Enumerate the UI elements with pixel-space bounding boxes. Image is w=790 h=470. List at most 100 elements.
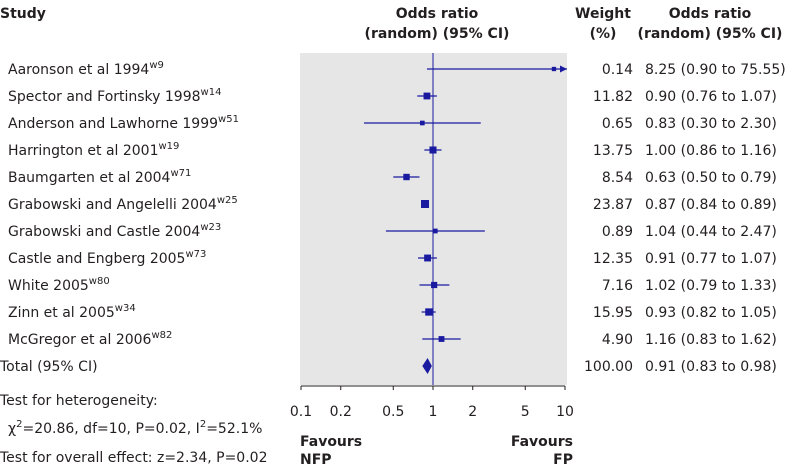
axis-tick-label: 0.5: [382, 404, 404, 420]
study-ci-text: 8.25 (0.90 to 75.55): [645, 62, 786, 78]
study-label: White 2005: [8, 278, 89, 294]
study-name: Spector and Fortinsky 1998w14: [8, 87, 221, 105]
study-ci-text: 1.00 (0.86 to 1.16): [645, 143, 777, 159]
axis-tick-label: 0.2: [330, 404, 352, 420]
header-weight-line1: Weight: [575, 6, 631, 22]
plot-marks: [363, 53, 567, 385]
study-weight: 23.87: [593, 197, 633, 213]
point-estimate: [429, 146, 437, 154]
favours-left-line2: NFP: [300, 452, 332, 468]
favours-right-line2: FP: [553, 452, 573, 468]
header-or-plot-line1: Odds ratio: [396, 6, 479, 22]
study-label: Castle and Engberg 2005: [8, 251, 185, 267]
study-name: Grabowski and Castle 2004w23: [8, 222, 221, 240]
axis-tick-label: 2: [468, 404, 477, 420]
study-label: Anderson and Lawhorne 1999: [8, 116, 218, 132]
chi-symbol: χ: [8, 421, 16, 437]
header-weight-line2: (%): [590, 26, 617, 42]
study-label: Zinn et al 2005: [8, 305, 115, 321]
axis-tick-label: 10: [556, 404, 574, 420]
ci-arrow: [560, 65, 567, 73]
study-weight: 15.95: [593, 305, 633, 321]
study-name: White 2005w80: [8, 276, 110, 294]
study-label: Baumgarten et al 2004: [8, 170, 171, 186]
study-ref: w82: [151, 330, 172, 341]
total-label: Total (95% CI): [0, 359, 98, 375]
study-ci-text: 0.63 (0.50 to 0.79): [645, 170, 777, 186]
chi-values: =20.86, df=10, P=0.02, I: [22, 421, 199, 437]
study-ref: w73: [185, 249, 206, 260]
study-label: Spector and Fortinsky 1998: [8, 89, 201, 105]
study-name: Harrington et al 2001w19: [8, 141, 179, 159]
study-ref: w9: [149, 60, 164, 71]
total-weight: 100.00: [584, 359, 633, 375]
heterogeneity-stats: χ2=20.86, df=10, P=0.02, I2=52.1%: [8, 419, 262, 437]
header-study: Study: [0, 6, 46, 22]
study-ci-text: 1.16 (0.83 to 1.62): [645, 332, 777, 348]
study-ci-text: 0.87 (0.84 to 0.89): [645, 197, 777, 213]
header-or-text-line2: (random) (95% CI): [638, 26, 783, 42]
point-estimate: [403, 173, 410, 181]
study-rows: Aaronson et al 1994w9 0.14 8.25 (0.90 to 7…: [0, 60, 786, 375]
point-estimate: [431, 281, 438, 289]
study-weight: 12.35: [593, 251, 633, 267]
study-ref: w51: [218, 114, 239, 125]
study-ci-text: 1.04 (0.44 to 2.47): [645, 224, 777, 240]
study-ref: w19: [159, 141, 180, 152]
overall-effect: Test for overall effect: z=2.34, P=0.02: [0, 450, 267, 466]
study-ref: w71: [170, 168, 191, 179]
study-name: Grabowski and Angelelli 2004w25: [8, 195, 238, 213]
point-estimate: [421, 200, 430, 208]
study-name: Baumgarten et al 2004w71: [8, 168, 191, 186]
point-estimate: [432, 228, 438, 234]
study-weight: 8.54: [602, 170, 633, 186]
study-label: Aaronson et al 1994: [8, 62, 149, 78]
point-estimate: [424, 254, 432, 262]
x-axis: 0.1 0.2 0.5 1 2 5 10: [290, 385, 574, 420]
favours-left-line1: Favours: [300, 434, 362, 450]
study-weight: 7.16: [602, 278, 633, 294]
study-name: McGregor et al 2006w82: [8, 330, 172, 348]
study-ref: w80: [89, 276, 110, 287]
study-weight: 0.89: [602, 224, 633, 240]
study-ci-text: 0.83 (0.30 to 2.30): [645, 116, 777, 132]
study-ci-text: 0.90 (0.76 to 1.07): [645, 89, 777, 105]
study-label: Harrington et al 2001: [8, 143, 159, 159]
study-ci-text: 1.02 (0.79 to 1.33): [645, 278, 777, 294]
study-weight: 4.90: [602, 332, 633, 348]
i-superscript: 2: [200, 419, 206, 430]
point-estimate: [551, 66, 557, 72]
chi-superscript: 2: [16, 419, 22, 430]
study-name: Zinn et al 2005w34: [8, 303, 136, 321]
point-estimate: [438, 336, 445, 342]
study-ref: w23: [200, 222, 221, 233]
favours-right-line1: Favours: [511, 434, 573, 450]
point-estimate: [419, 120, 425, 126]
header-or-plot-line2: (random) (95% CI): [365, 26, 510, 42]
study-weight: 13.75: [593, 143, 633, 159]
study-weight: 11.82: [593, 89, 633, 105]
axis-tick-label: 5: [521, 404, 530, 420]
total-diamond: [422, 358, 432, 374]
axis-tick-label: 0.1: [290, 404, 312, 420]
study-ref: w14: [201, 87, 222, 98]
study-name: Aaronson et al 1994w9: [8, 60, 164, 78]
study-ref: w25: [217, 195, 238, 206]
study-label: Grabowski and Castle 2004: [8, 224, 200, 240]
study-label: Grabowski and Angelelli 2004: [8, 197, 217, 213]
study-ci-text: 0.93 (0.82 to 1.05): [645, 305, 777, 321]
study-weight: 0.65: [602, 116, 633, 132]
study-name: Castle and Engberg 2005w73: [8, 249, 206, 267]
total-ci-text: 0.91 (0.83 to 0.98): [645, 359, 777, 375]
study-ci-text: 0.91 (0.77 to 1.07): [645, 251, 777, 267]
study-name: Anderson and Lawhorne 1999w51: [8, 114, 239, 132]
heterogeneity-label: Test for heterogeneity:: [0, 393, 158, 409]
point-estimate: [425, 308, 433, 316]
point-estimate: [423, 92, 431, 100]
i-value: =52.1%: [206, 421, 262, 437]
axis-tick-label: 1: [429, 404, 438, 420]
study-label: McGregor et al 2006: [8, 332, 152, 348]
header-or-text-line1: Odds ratio: [669, 6, 752, 22]
study-ref: w34: [115, 303, 136, 314]
